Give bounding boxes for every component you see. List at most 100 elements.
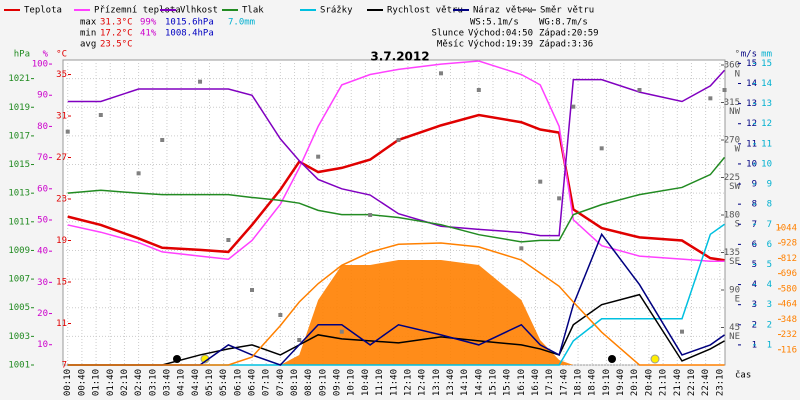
series-line: [67, 242, 725, 366]
x-axis-label: čas: [735, 370, 751, 381]
y-tick-label: 1015: [8, 160, 30, 170]
y-tick-label: 180: [724, 211, 740, 221]
y-tick-label: 270: [724, 136, 740, 146]
y-tick-label: 19: [56, 236, 67, 246]
y-tick-sublabel: NW: [729, 107, 740, 117]
x-tick-label: 17:40: [559, 369, 569, 396]
x-tick-label: 13:40: [446, 369, 456, 396]
direction-dot: [160, 138, 165, 142]
legend-label: Teplota: [24, 6, 62, 16]
x-tick-label: 07:40: [276, 369, 286, 396]
y-tick-label: 23: [56, 195, 67, 205]
stat-text: 1008.4hPa: [165, 29, 214, 39]
direction-dot: [439, 71, 444, 76]
y-tick-label: 1007: [8, 275, 30, 285]
stat-text: 17.2°C: [100, 29, 133, 39]
legend-label: Srážky: [320, 6, 353, 16]
y-tick-label: 14: [746, 79, 757, 89]
direction-dot: [680, 329, 685, 334]
legend-label: Směr větru: [540, 6, 594, 16]
stat-text: 31.3°C: [100, 18, 133, 28]
y-tick-label: 90: [729, 286, 740, 296]
series-line: [67, 156, 726, 243]
x-tick-label: 18:10: [574, 369, 584, 396]
x-tick-label: 00:10: [63, 369, 73, 396]
y-tick-label: 6: [767, 240, 772, 250]
y-tick-label: 31: [56, 112, 67, 122]
x-tick-label: 05:40: [219, 369, 229, 396]
chart-title: 3.7.2012: [370, 50, 429, 64]
direction-dot: [278, 313, 283, 317]
astro-label: Měsíc: [437, 40, 464, 50]
x-tick-label: 21:10: [659, 369, 669, 396]
x-tick-label: 08:40: [304, 369, 314, 396]
x-tick-label: 16:40: [531, 369, 541, 396]
astro-rise: Východ:19:39: [468, 40, 533, 50]
y-tick-label: 1019: [8, 103, 30, 113]
y-tick-label: 1013: [8, 189, 30, 199]
legend-label: Vlhkost: [180, 6, 218, 16]
y-tick-label: 232: [781, 330, 797, 340]
legend-label: Přízemní teplota: [94, 6, 181, 16]
direction-dot: [316, 154, 321, 159]
direction-dot: [396, 138, 401, 142]
x-tick-label: 22:40: [701, 369, 711, 396]
x-tick-label: 12:40: [418, 369, 428, 396]
astro-rise: Východ:04:50: [468, 29, 533, 39]
axis-unit: m/s: [741, 50, 757, 60]
astro-set: Západ:3:36: [539, 40, 593, 50]
y-tick-label: 360: [724, 61, 740, 71]
x-tick-label: 10:10: [347, 369, 357, 396]
y-tick-label: 80: [37, 122, 48, 132]
y-tick-label: 580: [781, 284, 797, 294]
direction-dot: [98, 113, 103, 117]
legend-label: Rychlost větru: [387, 6, 463, 16]
y-tick-sublabel: N: [735, 70, 740, 80]
y-tick-label: 348: [781, 315, 797, 325]
y-tick-label: 20: [37, 309, 48, 319]
y-tick-label: 1: [767, 340, 772, 350]
x-tick-label: 14:10: [460, 369, 470, 396]
direction-dot: [599, 146, 604, 151]
y-tick-label: 15: [56, 278, 67, 288]
y-tick-label: 116: [781, 345, 797, 355]
x-tick-label: 03:40: [162, 369, 172, 396]
y-tick-label: 14: [761, 79, 772, 89]
y-tick-label: 11: [761, 139, 772, 149]
y-tick-label: 5: [767, 260, 772, 270]
legend-label: Tlak: [242, 6, 264, 16]
y-tick-label: 8: [767, 200, 772, 210]
series-area: [67, 260, 725, 365]
y-tick-sublabel: SW: [729, 182, 740, 192]
direction-dot: [722, 88, 727, 92]
direction-dot: [538, 179, 543, 184]
y-tick-label: 928: [781, 239, 797, 249]
y-tick-label: 12: [761, 119, 772, 129]
astro-set: Západ:20:59: [539, 29, 599, 39]
axis-unit: hPa: [14, 50, 30, 60]
x-tick-label: 01:40: [106, 369, 116, 396]
stat-text: 1015.6hPa: [165, 18, 214, 28]
y-tick-label: 225: [724, 173, 740, 183]
x-tick-label: 09:40: [333, 369, 343, 396]
x-tick-label: 03:10: [148, 369, 158, 396]
x-tick-label: 19:10: [602, 369, 612, 396]
y-tick-label: 13: [761, 99, 772, 109]
stat-text: avg: [80, 40, 96, 50]
x-tick-label: 02:10: [120, 369, 130, 396]
y-tick-label: 11: [746, 139, 757, 149]
y-tick-label: 812: [781, 254, 797, 264]
x-tick-label: 02:40: [134, 369, 144, 396]
sun-icon: [650, 354, 660, 364]
x-tick-label: 01:10: [92, 369, 102, 396]
axis-unit: mm: [761, 50, 772, 60]
y-tick-sublabel: W: [735, 145, 741, 155]
direction-dot: [339, 329, 344, 334]
y-tick-label: 3: [767, 300, 772, 310]
stat-text: 7.0mm: [228, 18, 255, 28]
y-tick-label: 90: [37, 91, 48, 101]
y-tick-label: 13: [746, 99, 757, 109]
astro-label: Slunce: [431, 29, 464, 39]
y-tick-sublabel: SE: [729, 257, 740, 267]
y-tick-label: 696: [781, 269, 797, 279]
